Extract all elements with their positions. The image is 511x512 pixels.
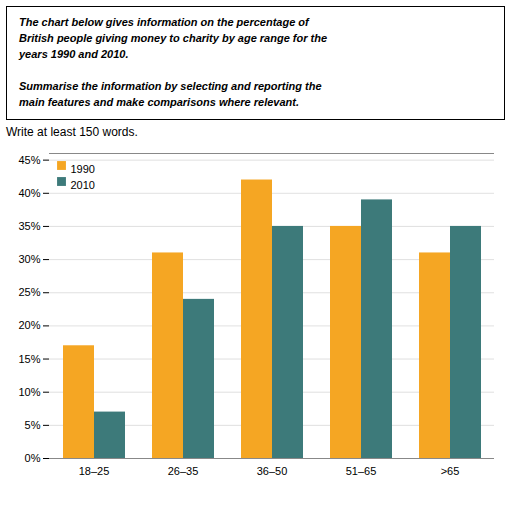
svg-text:26–35: 26–35 [168,465,199,477]
svg-text:30%: 30% [18,253,40,265]
svg-text:40%: 40% [18,186,40,198]
svg-text:20%: 20% [18,319,40,331]
svg-text:2010: 2010 [71,179,95,191]
svg-text:10%: 10% [18,385,40,397]
svg-text:25%: 25% [18,286,40,298]
html-text:Write at least 150 words.: Write at least 150 words. [6,124,138,139]
svg-text:>65: >65 [441,465,460,477]
svg-text:18–25: 18–25 [79,465,110,477]
svg-text:36–50: 36–50 [257,465,288,477]
svg-text:5%: 5% [25,418,41,430]
svg-text:0%: 0% [25,452,41,464]
svg-text:1990: 1990 [71,163,95,175]
svg-text:15%: 15% [18,352,40,364]
html-text:The chart below gives informat: The chart below gives information on the… [19,16,328,108]
svg-text:51–65: 51–65 [346,465,377,477]
svg-text:35%: 35% [18,220,40,232]
svg-text:45%: 45% [18,153,40,165]
